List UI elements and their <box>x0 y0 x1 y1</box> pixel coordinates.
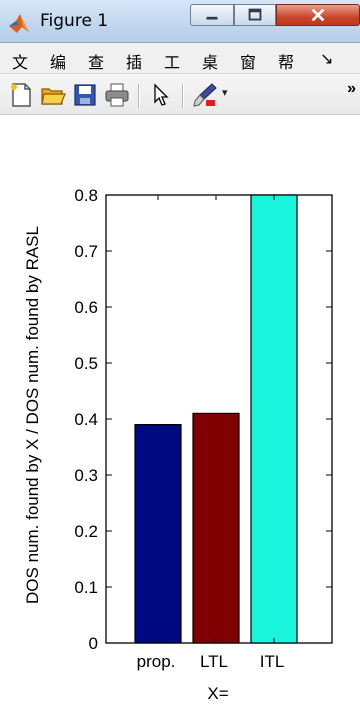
menu-bar: 文 编 查 插 工 桌 窗 帮 ↘ <box>0 43 360 74</box>
minimize-icon <box>206 16 218 20</box>
x-tick-label: ITL <box>260 652 285 671</box>
chart-axes: prop. LTL ITL 0 0.1 0.2 0.3 0.4 0.5 0.6 0.7 0.8 <box>74 186 333 671</box>
maximize-icon <box>248 8 262 21</box>
close-button[interactable] <box>276 4 360 26</box>
window-title: Figure 1 <box>40 11 109 31</box>
y-tick-label: 0 <box>89 634 98 653</box>
pointer-icon <box>154 83 169 106</box>
bar-prop <box>134 424 182 644</box>
new-figure-icon <box>11 83 31 107</box>
toolbar: ▾ » <box>0 74 360 115</box>
bar-ltl <box>192 412 240 644</box>
open-file-button[interactable] <box>40 82 66 108</box>
save-button[interactable] <box>72 82 98 108</box>
save-icon <box>74 84 96 106</box>
y-tick-label: 0.2 <box>74 522 98 541</box>
minimize-button[interactable] <box>190 4 234 26</box>
y-tick-label: 0.5 <box>74 354 98 373</box>
x-tick-label: prop. <box>137 652 176 671</box>
y-tick-label: 0.1 <box>74 578 98 597</box>
menu-edit[interactable]: 编 <box>50 53 67 72</box>
figure-canvas: DOS num. found by X / DOS num. found by … <box>0 115 360 708</box>
dropdown-arrow-icon[interactable]: ▾ <box>222 87 228 99</box>
bar-itl <box>250 194 298 644</box>
menu-window[interactable]: 窗 <box>240 53 257 72</box>
x-tick-label: LTL <box>200 652 228 671</box>
maximize-button[interactable] <box>234 4 276 26</box>
y-axis-label: DOS num. found by X / DOS num. found by … <box>23 226 42 604</box>
matlab-icon <box>9 14 29 33</box>
print-button[interactable] <box>104 82 130 108</box>
y-tick-label: 0.6 <box>74 298 98 317</box>
menu-overflow-icon[interactable]: ↘ <box>320 49 334 68</box>
y-tick-label: 0.7 <box>74 242 98 261</box>
brush-icon <box>193 83 217 107</box>
toolbar-overflow-icon[interactable]: » <box>347 80 356 97</box>
print-icon <box>105 83 129 107</box>
pointer-button[interactable] <box>148 82 174 108</box>
menu-file[interactable]: 文 <box>12 53 29 72</box>
new-figure-button[interactable] <box>8 82 34 108</box>
y-tick-label: 0.3 <box>74 466 98 485</box>
menu-tools[interactable]: 工 <box>164 53 181 72</box>
menu-help[interactable]: 帮 <box>278 53 295 72</box>
bar-chart: DOS num. found by X / DOS num. found by … <box>23 186 333 703</box>
x-axis-label: X= <box>207 684 228 703</box>
y-tick-label: 0.8 <box>74 186 98 205</box>
menu-insert[interactable]: 插 <box>126 53 143 72</box>
menu-desktop[interactable]: 桌 <box>202 53 219 72</box>
menu-view[interactable]: 查 <box>88 53 105 72</box>
close-icon <box>311 8 325 22</box>
open-file-icon <box>41 88 66 105</box>
brush-button[interactable] <box>192 82 218 108</box>
title-bar[interactable]: Figure 1 <box>0 0 360 43</box>
y-tick-label: 0.4 <box>74 410 98 429</box>
